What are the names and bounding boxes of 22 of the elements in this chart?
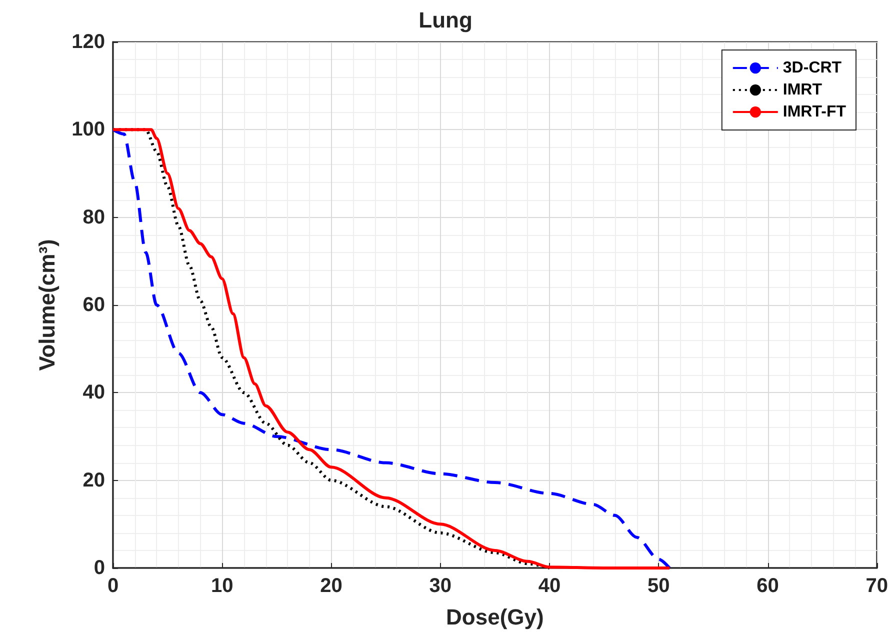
x-axis-title: Dose(Gy) bbox=[446, 604, 544, 630]
y-tick-label: 20 bbox=[82, 469, 105, 492]
x-tick-label: 40 bbox=[538, 575, 561, 597]
y-axis-title: Volume(cm³) bbox=[34, 239, 60, 371]
y-tick-label: 100 bbox=[72, 118, 105, 141]
chart-title: Lung bbox=[418, 8, 472, 32]
x-tick-label: 0 bbox=[107, 575, 119, 597]
y-tick-label: 80 bbox=[82, 206, 105, 228]
legend-label: 3D-CRT bbox=[782, 60, 842, 76]
line-series bbox=[112, 128, 672, 570]
x-tick-label: 70 bbox=[866, 575, 888, 597]
y-tick-label: 60 bbox=[82, 294, 105, 316]
y-tick-label: 120 bbox=[72, 31, 105, 53]
y-tick-label: 0 bbox=[94, 557, 105, 579]
legend-label: IMRT bbox=[782, 82, 822, 98]
x-tick-label: 50 bbox=[648, 575, 670, 597]
x-tick-label: 20 bbox=[320, 575, 342, 597]
x-tick-label: 30 bbox=[429, 575, 452, 597]
legend-label: IMRT-FT bbox=[782, 104, 846, 120]
x-tick-label: 60 bbox=[756, 575, 779, 597]
x-tick-label: 10 bbox=[211, 575, 234, 597]
y-tick-label: 40 bbox=[82, 382, 105, 404]
